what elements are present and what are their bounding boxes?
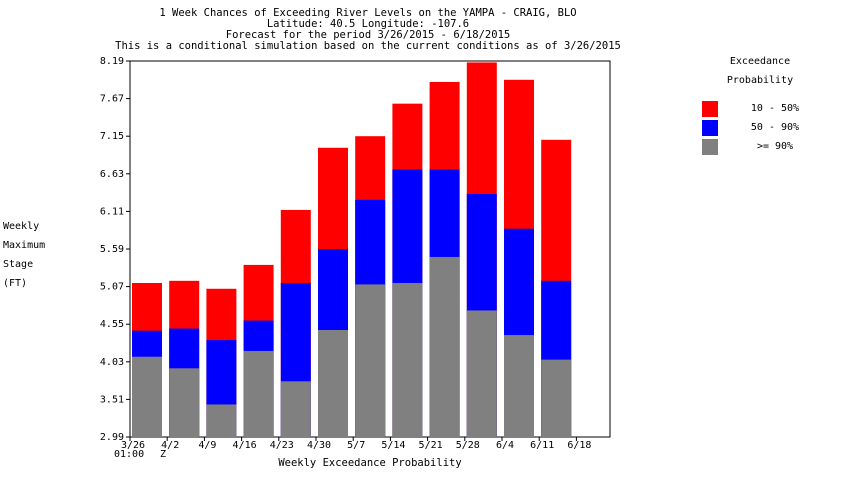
bar-90-5-21	[429, 256, 460, 437]
y-tick-label: 6.63	[100, 169, 124, 180]
x-tick-label: 4/30	[307, 440, 331, 451]
y-tick-label: 6.11	[100, 206, 124, 217]
x-tick-label: 4/2	[161, 440, 179, 451]
y-tick-label: 3.51	[100, 394, 124, 405]
chart-title-line-1: 1 Week Chances of Exceeding River Levels…	[159, 7, 577, 19]
x-tick-label: 5/21	[419, 440, 443, 451]
bar-90-4-23	[280, 381, 311, 437]
x-tick-label: 6/4	[496, 440, 514, 451]
bar-90-6-11	[541, 359, 572, 437]
chart-title-line-3: Forecast for the period 3/26/2015 - 6/18…	[225, 29, 511, 41]
legend-swatch-90	[702, 139, 718, 155]
y-tick-label: 7.67	[100, 94, 124, 105]
bar-90-4-30	[318, 329, 348, 437]
time-label: 01:00	[114, 449, 145, 460]
legend-label-50-90: 50 - 90%	[750, 122, 800, 133]
x-tick-label: 5/7	[347, 440, 365, 451]
x-tick-label: 6/18	[567, 440, 591, 451]
legend-title-exceedance: Exceedance	[729, 56, 791, 67]
x-tick-label: 4/9	[198, 440, 216, 451]
y-tick-label: 5.59	[100, 244, 124, 255]
legend-swatch-10-50	[702, 101, 718, 117]
bar-90-6-4	[504, 335, 534, 437]
y-tick-label: 2.99	[100, 432, 124, 443]
bar-90-4-2	[169, 368, 200, 437]
chart-title-line-2: Latitude: 40.5 Longitude: -107.6	[266, 18, 470, 30]
legend-label-90: >= 90%	[756, 141, 794, 152]
y-axis-label-weekly: Weekly	[3, 221, 40, 232]
bar-90-3-26	[132, 356, 162, 437]
y-tick-label: 8.19	[100, 56, 124, 67]
y-tick-label: 5.07	[100, 282, 124, 293]
x-tick-label: 5/28	[456, 440, 480, 451]
y-axis-label-maximum: Maximum	[3, 240, 46, 251]
y-tick-label: 7.15	[100, 131, 124, 142]
bar-90-5-14	[392, 282, 423, 437]
x-tick-label: 5/14	[381, 440, 405, 451]
bar-90-4-16	[243, 350, 274, 437]
y-tick-label: 4.55	[100, 319, 124, 330]
y-tick-label: 4.03	[100, 357, 124, 368]
y-axis-label-stage: Stage	[3, 259, 34, 270]
x-tick-label: 4/23	[270, 440, 294, 451]
legend-title-probability: Probability	[726, 75, 794, 86]
x-tick-label: 4/16	[233, 440, 257, 451]
legend-swatch-50-90	[702, 120, 718, 136]
y-axis-label-units: (FT)	[3, 278, 28, 289]
bar-90-4-9	[206, 404, 237, 437]
bar-90-5-28	[466, 310, 497, 437]
x-tick-label: 6/11	[530, 440, 554, 451]
bar-90-5-7	[355, 284, 386, 437]
time-zone-label: Z	[160, 449, 167, 460]
legend-label-10-50: 10 - 50%	[750, 103, 800, 114]
x-axis-label: Weekly Exceedance Probability	[278, 457, 462, 469]
x-tick-label: 3/26	[121, 440, 145, 451]
chart-title-line-4: This is a conditional simulation based o…	[115, 40, 621, 52]
